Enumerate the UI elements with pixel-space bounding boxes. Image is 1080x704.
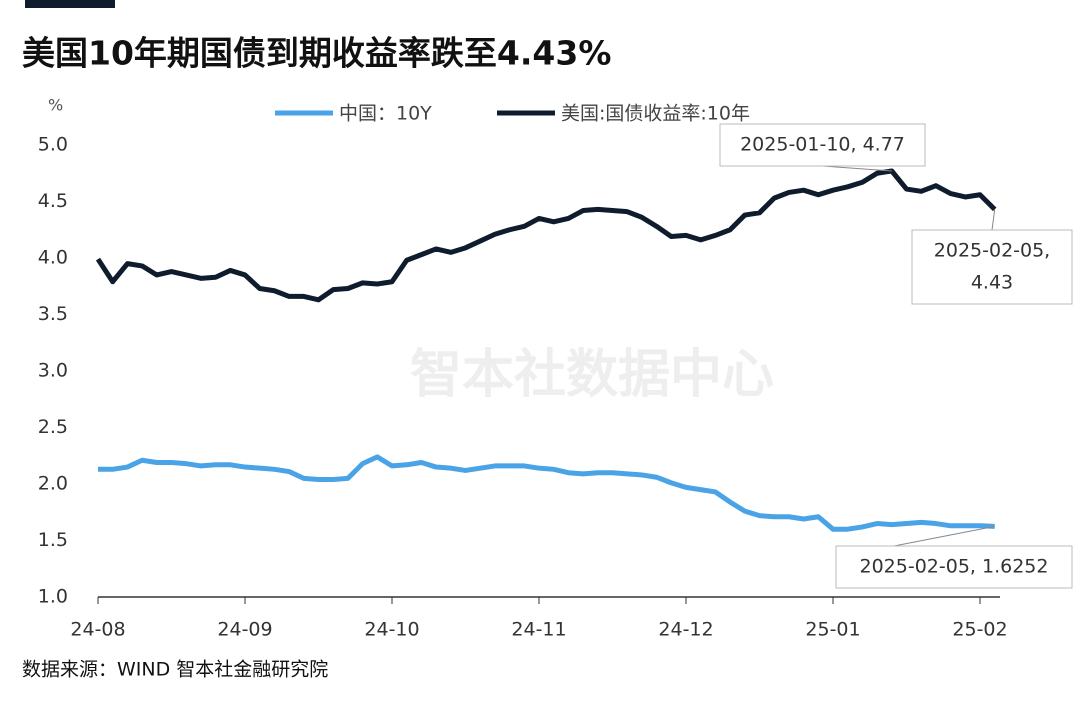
y-tick-label: 4.5 bbox=[38, 190, 68, 212]
title-bar bbox=[25, 0, 115, 8]
y-tick-label: 1.0 bbox=[38, 586, 68, 608]
annotation-text: 2025-01-10, 4.77 bbox=[740, 134, 905, 156]
series-line bbox=[98, 454, 995, 532]
y-tick-label: 3.5 bbox=[38, 303, 68, 325]
x-tick-label: 24-12 bbox=[658, 619, 713, 641]
legend-label: 美国:国债收益率:10年 bbox=[561, 103, 750, 125]
chart-title: 美国10年期国债到期收益率跌至4.43% bbox=[22, 34, 611, 73]
annotation-leader bbox=[893, 525, 995, 547]
x-tick-label: 24-09 bbox=[217, 619, 272, 641]
x-tick-label: 25-01 bbox=[805, 619, 860, 641]
x-tick-label: 24-11 bbox=[511, 619, 566, 641]
y-tick-label: 2.0 bbox=[38, 473, 68, 495]
source: 数据来源：WIND 智本社金融研究院 bbox=[22, 659, 328, 681]
annotation-text: 2025-02-05, bbox=[934, 240, 1050, 262]
y-tick-label: 1.5 bbox=[38, 529, 68, 551]
series-line bbox=[95, 168, 997, 303]
y-unit: % bbox=[48, 96, 63, 115]
annotation-box bbox=[835, 545, 1073, 589]
y-tick-label: 2.5 bbox=[38, 416, 68, 438]
y-tick-label: 3.0 bbox=[38, 360, 68, 382]
annotation-leader bbox=[991, 209, 996, 231]
annotation-text: 4.43 bbox=[971, 272, 1013, 294]
annotation-box bbox=[911, 229, 1073, 305]
watermark: 智本社数据中心 bbox=[410, 345, 774, 405]
x-tick-label: 25-02 bbox=[952, 619, 1007, 641]
legend-label: 中国：10Y bbox=[339, 103, 432, 125]
annotation-box bbox=[719, 123, 926, 167]
y-tick-label: 5.0 bbox=[38, 134, 68, 156]
x-tick-label: 24-08 bbox=[70, 619, 125, 641]
y-tick-label: 4.0 bbox=[38, 247, 68, 269]
annotation-text: 2025-02-05, 1.6252 bbox=[860, 556, 1049, 578]
annotation-leader bbox=[822, 165, 892, 172]
x-tick-label: 24-10 bbox=[364, 619, 419, 641]
